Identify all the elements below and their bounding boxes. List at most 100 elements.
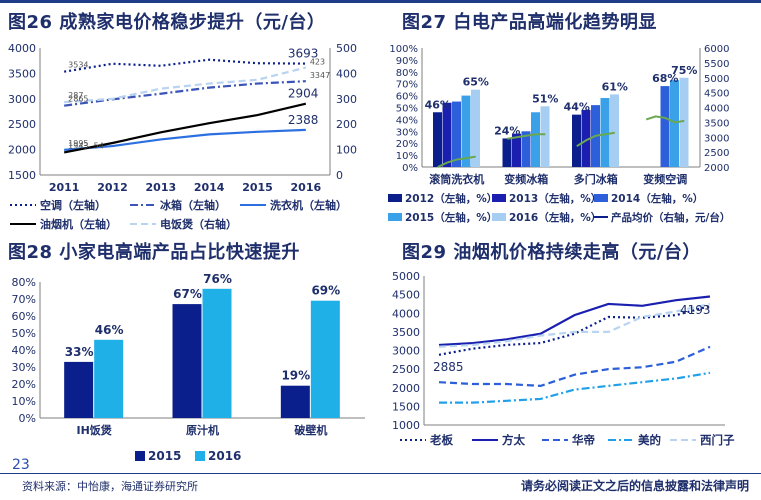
data-label: 2904: [288, 87, 319, 101]
bar: [610, 94, 619, 167]
y-tick-label: 2500: [392, 363, 420, 376]
y-tick-label-right: 500: [336, 42, 357, 55]
figure-26-title: 图26 成熟家电价格稳步提升（元/台）: [8, 12, 326, 33]
data-label: 2388: [288, 113, 319, 127]
y-tick-label-left: 40%: [396, 115, 418, 126]
y-tick-label-left: 4000: [8, 42, 36, 55]
bar: [660, 86, 670, 167]
avg-price-line: [576, 131, 615, 148]
data-label: 287: [68, 91, 83, 100]
bar-label: 24%: [494, 124, 520, 137]
legend-label: 冰箱（左轴）: [160, 198, 226, 212]
y-tick-label-left: 70%: [396, 80, 418, 91]
y-tick-label-left: 0%: [402, 163, 418, 174]
figure-27-title: 图27 白电产品高端化趋势明显: [402, 12, 657, 33]
category-label: 变频冰箱: [504, 172, 548, 186]
bar: [202, 288, 232, 418]
page-number: 23: [12, 457, 30, 473]
y-tick-label: 70%: [12, 293, 36, 306]
y-tick-label: 3500: [392, 326, 420, 339]
y-tick-label-left: 1500: [8, 169, 36, 182]
figure-26-chart: 1500 2000 2500 3000 3500 4000 0 100 200 300 400 500…: [8, 42, 357, 231]
y-tick-label-left: 2500: [8, 118, 36, 131]
bar-label: 65%: [463, 76, 489, 89]
y-tick-label-right: 3500: [704, 118, 729, 129]
data-label: 1943. 54: [68, 141, 104, 150]
y-tick-label-right: 0: [336, 169, 343, 182]
y-tick-label-right: 300: [336, 93, 357, 106]
bar: [670, 80, 679, 167]
legend-label: 2016: [208, 449, 241, 463]
x-tick-label: 2014: [194, 181, 225, 194]
legend-swatch: [388, 213, 402, 221]
bar-label: 61%: [602, 80, 628, 93]
y-tick-label-left: 80%: [396, 68, 418, 79]
legend-swatch: [492, 194, 506, 202]
x-tick-label: 2011: [49, 181, 80, 194]
bar: [512, 133, 521, 167]
legend-swatch: [195, 451, 205, 461]
legend-label: 方太: [502, 433, 525, 447]
y-tick-label-left: 20%: [396, 139, 418, 150]
bar: [172, 304, 202, 418]
y-tick-label-left: 10%: [396, 151, 418, 162]
bar-label: 67%: [173, 287, 202, 301]
y-tick-label: 40%: [12, 344, 36, 357]
bar: [581, 109, 591, 167]
y-tick-label: 80%: [12, 276, 36, 289]
legend-label: 电饭煲（右轴）: [160, 217, 237, 231]
y-tick-label: 1000: [392, 419, 420, 432]
data-label: 4193: [680, 303, 711, 317]
y-tick-label: 5000: [392, 270, 420, 283]
y-tick-label: 50%: [12, 327, 36, 340]
figure-28-title: 图28 小家电高端产品占比快速提升: [8, 242, 300, 263]
y-tick-label-left: 50%: [396, 104, 418, 115]
category-label: 破壁机: [294, 423, 327, 437]
bar-label: 68%: [652, 72, 678, 85]
legend-label: 2015: [148, 449, 181, 463]
series-line: [63, 102, 307, 154]
bar-label: 46%: [425, 98, 451, 111]
category-label: 多门冰箱: [574, 172, 618, 186]
figure-27-chart: 0%10%20%30%40%50%60%70%80%90%100% 2000 250…: [388, 44, 730, 224]
y-tick-label-right: 6000: [704, 44, 729, 55]
x-tick-label: 2012: [97, 181, 128, 194]
y-tick-label: 10%: [12, 395, 36, 408]
series-line: [64, 80, 306, 107]
y-tick-label: 60%: [12, 310, 36, 323]
bar: [572, 114, 581, 167]
series-line: [438, 304, 711, 356]
bar: [502, 138, 512, 167]
y-tick-label: 2000: [392, 382, 420, 395]
bar: [442, 102, 452, 167]
legend-label: 美的: [638, 433, 661, 447]
bar: [280, 385, 310, 418]
legend-label: 洗衣机（左轴）: [270, 198, 347, 212]
series-line: [439, 371, 711, 404]
legend-swatch: [492, 213, 506, 221]
source-note: 资料来源：中怡康，海通证券研究所: [22, 480, 198, 493]
bar-label: 69%: [311, 284, 340, 298]
category-label: IH饭煲: [77, 423, 113, 437]
figure-28-chart: 0% 10% 20% 30% 40% 50% 60% 70% 80% IH饭煲 33%46% 原汁机 6…: [12, 272, 365, 463]
y-tick-label: 4500: [392, 289, 420, 302]
legend-swatch: [135, 451, 145, 461]
data-label: 423: [310, 58, 325, 67]
legend-label: 2013（左轴，%）: [509, 192, 601, 205]
bar-label: 51%: [532, 92, 558, 105]
figure-29-chart: 1000 1500 2000 2500 3000 3500 4000 4500 5000 2885…: [392, 270, 735, 447]
bar: [521, 131, 531, 167]
bar: [433, 112, 442, 167]
legend-label: 2014（左轴，%）: [611, 192, 703, 205]
series-line: [64, 66, 307, 104]
y-tick-label-left: 2000: [8, 144, 36, 157]
bar: [310, 300, 340, 418]
legend-label: 2015（左轴，%）: [405, 211, 497, 224]
series-line: [438, 302, 711, 348]
y-tick-label-left: 3000: [8, 93, 36, 106]
bar-label: 76%: [203, 272, 232, 286]
y-tick-label-right: 5500: [704, 59, 729, 70]
series-line: [438, 345, 711, 387]
bar: [600, 97, 610, 167]
figure-29-title: 图29 油烟机价格持续走高（元/台）: [402, 242, 701, 263]
